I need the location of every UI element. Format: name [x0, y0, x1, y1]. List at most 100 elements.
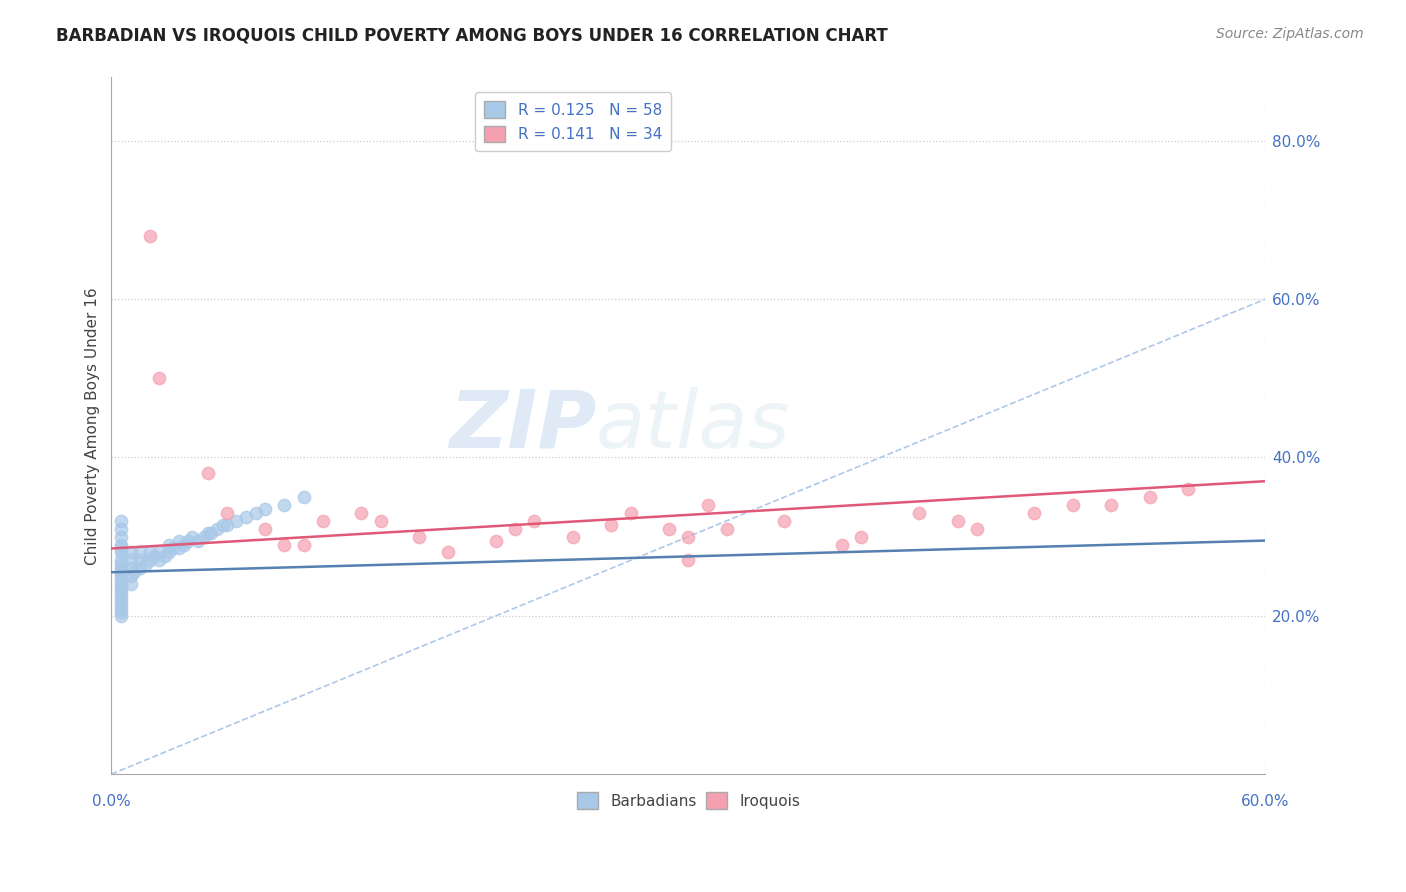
Point — [120, 545, 142, 559]
Point — [1024, 506, 1046, 520]
Point — [110, 514, 132, 528]
Point — [620, 506, 643, 520]
Point — [148, 371, 170, 385]
Point — [142, 549, 165, 564]
Point — [678, 553, 700, 567]
Point — [110, 577, 132, 591]
Point — [110, 566, 132, 580]
Point — [177, 533, 200, 548]
Point — [678, 530, 700, 544]
Point — [215, 506, 238, 520]
Point — [562, 530, 585, 544]
Point — [110, 608, 132, 623]
Point — [148, 553, 170, 567]
Point — [110, 558, 132, 572]
Point — [110, 569, 132, 583]
Point — [135, 558, 157, 572]
Point — [225, 514, 247, 528]
Point — [437, 545, 460, 559]
Point — [157, 545, 180, 559]
Point — [155, 549, 177, 564]
Point — [292, 537, 315, 551]
Point — [110, 589, 132, 603]
Point — [1062, 498, 1084, 512]
Point — [205, 522, 228, 536]
Point — [197, 467, 219, 481]
Point — [110, 593, 132, 607]
Point — [908, 506, 931, 520]
Y-axis label: Child Poverty Among Boys Under 16: Child Poverty Among Boys Under 16 — [86, 287, 100, 565]
Point — [696, 498, 718, 512]
Point — [235, 509, 257, 524]
Point — [851, 530, 873, 544]
Point — [120, 561, 142, 575]
Point — [485, 533, 508, 548]
Point — [181, 530, 204, 544]
Point — [124, 566, 146, 580]
Point — [1177, 482, 1199, 496]
Point — [831, 537, 853, 551]
Text: 60.0%: 60.0% — [1241, 794, 1289, 809]
Point — [245, 506, 267, 520]
Point — [1099, 498, 1122, 512]
Point — [200, 525, 222, 540]
Point — [110, 545, 132, 559]
Point — [212, 517, 235, 532]
Point — [370, 514, 392, 528]
Point — [658, 522, 681, 536]
Point — [197, 525, 219, 540]
Point — [110, 537, 132, 551]
Point — [167, 541, 190, 556]
Point — [110, 600, 132, 615]
Legend: Barbadians, Iroquois: Barbadians, Iroquois — [571, 787, 806, 815]
Point — [215, 517, 238, 532]
Point — [110, 561, 132, 575]
Point — [1139, 490, 1161, 504]
Point — [110, 597, 132, 611]
Point — [139, 545, 162, 559]
Text: ZIP: ZIP — [449, 387, 596, 465]
Point — [273, 498, 295, 512]
Point — [254, 522, 277, 536]
Point — [350, 506, 373, 520]
Point — [193, 530, 215, 544]
Text: 0.0%: 0.0% — [91, 794, 131, 809]
Point — [110, 522, 132, 536]
Point — [110, 605, 132, 619]
Point — [110, 541, 132, 556]
Point — [120, 553, 142, 567]
Point — [408, 530, 430, 544]
Point — [110, 585, 132, 599]
Point — [129, 553, 152, 567]
Point — [148, 545, 170, 559]
Point — [120, 577, 142, 591]
Text: BARBADIAN VS IROQUOIS CHILD POVERTY AMONG BOYS UNDER 16 CORRELATION CHART: BARBADIAN VS IROQUOIS CHILD POVERTY AMON… — [56, 27, 889, 45]
Point — [312, 514, 335, 528]
Point — [966, 522, 988, 536]
Point — [503, 522, 526, 536]
Text: Source: ZipAtlas.com: Source: ZipAtlas.com — [1216, 27, 1364, 41]
Point — [120, 569, 142, 583]
Point — [273, 537, 295, 551]
Point — [110, 573, 132, 587]
Point — [110, 530, 132, 544]
Point — [139, 228, 162, 243]
Point — [162, 541, 184, 556]
Point — [292, 490, 315, 504]
Point — [773, 514, 796, 528]
Point — [187, 533, 209, 548]
Text: atlas: atlas — [596, 387, 790, 465]
Point — [254, 502, 277, 516]
Point — [129, 561, 152, 575]
Point — [946, 514, 969, 528]
Point — [157, 537, 180, 551]
Point — [110, 581, 132, 595]
Point — [173, 537, 195, 551]
Point — [129, 545, 152, 559]
Point — [167, 533, 190, 548]
Point — [600, 517, 623, 532]
Point — [523, 514, 546, 528]
Point — [110, 553, 132, 567]
Point — [716, 522, 738, 536]
Point — [139, 553, 162, 567]
